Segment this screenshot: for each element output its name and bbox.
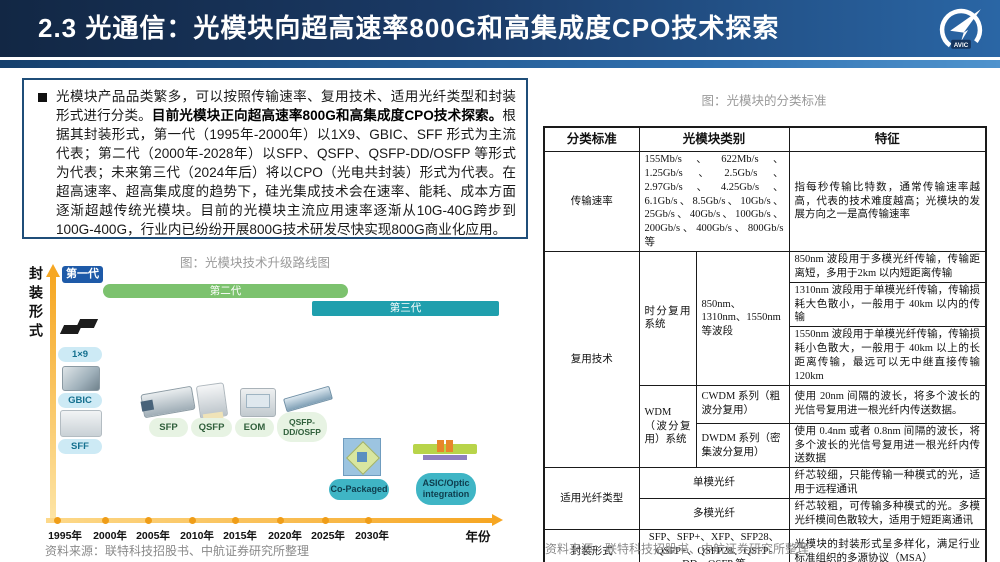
summary-text-bold: 目前光模块正向超高速率800G和高集成度CPO技术探索。 [151,108,503,123]
timeline-dot [189,517,196,524]
year-label: 2000年 [93,530,127,542]
year-label: 2020年 [268,530,302,542]
module-sfp-image [140,385,196,419]
cell-cwdm-feature: 使用 20nm 间隔的波长，将多个波长的光信号复用进一根光纤内传送数据。 [788,384,987,424]
cell-multi-feature: 纤芯较粗，可传输多种模式的光。多模光纤模间色散较大，适用于短距离通讯 [788,498,987,530]
x-axis-arrow-head [492,514,503,526]
year-label: 1995年 [48,530,82,542]
timeline-dot [365,517,372,524]
co-packaged-image [343,438,381,476]
summary-text-after: 根据其封装形式，第一代（1995年-2000年）以1X9、GBIC、SFF 形式… [56,108,516,237]
y-axis-arrow-head [46,264,60,277]
x-axis-label: 年份 [465,530,491,544]
summary-text-before: 光模块产品品类繁多，可以按照传输速率、复用技术、适用光纤类型和封装形式进行分类。 [56,89,516,123]
timeline-dot [322,517,329,524]
year-label: 2030年 [355,530,389,542]
bullet-square-icon [38,93,47,102]
avic-logo-text: AVIC [954,42,969,49]
cell-dwdm-feature: 使用 0.4nm 或者 0.8nm 间隔的波长，将多个波长的光信号复用进一根光纤… [788,422,987,469]
table-row: 传输速率 155Mb/s、622Mb/s、1.25Gb/s、2.5Gb/s、2.… [543,150,987,253]
table-row: 1550nm 波段用于单模光纤传输，传输损耗小色散大，一般用于 40km 以上的… [544,326,987,386]
cell-speed-name: 传输速率 [543,150,640,253]
cell-dwdm: DWDM 系列（密集波分复用） [695,422,790,469]
pill-qsfp: QSFP [191,418,232,437]
cell-package-feature: 光模块的封装形式呈多样化，满足行业标准组织的多源协议（MSA） [788,528,987,562]
header-accent-strip [0,60,1000,68]
pill-sff: SFF [58,439,102,454]
cell-cwdm: CWDM 系列（粗波分复用） [695,384,790,424]
cell-tdm-name: 时分复用系统 [638,251,697,386]
pill-co-packaged: Co-Packaged [329,479,389,500]
classification-table: 分类标准 光模块类别 特征 传输速率 155Mb/s、622Mb/s、1.25G… [543,126,988,562]
table-header-row: 分类标准 光模块类别 特征 [543,126,987,152]
avic-logo: AVIC [934,2,988,56]
generation-bar-1: 第一代 [62,266,103,283]
avic-logo-icon: AVIC [939,8,983,52]
header-module-type: 光模块类别 [638,126,790,152]
timeline-dot [232,517,239,524]
module-gbic-image [62,366,100,391]
page-title: 2.3 光通信：光模块向超高速率800G和高集成度CPO技术探索 [38,13,780,43]
y-axis-arrow [50,276,56,518]
year-label: 2005年 [136,530,170,542]
y-axis-label: 封装形式 [28,266,44,342]
cell-package-name: 封装形式 [543,528,640,562]
table-row: 适用光纤类型 单模光纤 纤芯较细，只能传输一种模式的光，适用于远程通讯 [543,467,987,530]
module-qsfp-image [195,382,229,422]
pill-gbic: GBIC [58,393,102,408]
cell-speed-feature: 指每秒传输比特数，通常传输速率越高，代表的技术难度越高；光模块的发展方向之一是高… [788,150,987,253]
table-title: 图：光模块的分类标准 [701,94,827,108]
pill-sfp: SFP [149,418,188,437]
cell-single-feature: 纤芯较细，只能传输一种模式的光，适用于远程通讯 [788,467,987,500]
year-label: 2025年 [311,530,345,542]
cell-tdm-850: 850nm 波段用于多模光纤传输，传输距离短，多用于2km 以内短距离传输 [788,251,987,283]
pill-asic-optic-integration: ASIC/Optic integration [416,473,476,505]
source-left: 资料来源：联特科技招股书、中航证券研究所整理 [45,544,310,558]
year-label: 2015年 [223,530,257,542]
cell-wdm-name: WDM（波分复用）系统 [638,384,697,469]
pill-eom: EOM [235,418,274,437]
header-classification: 分类标准 [543,126,640,152]
pill-qsfpdd-osfp: QSFP-DD/OSFP [277,412,327,442]
module-sff-image [60,410,102,437]
timeline-dot [54,517,61,524]
table-row: DWDM 系列（密集波分复用） 使用 0.4nm 或者 0.8nm 间隔的波长，… [544,422,987,469]
cell-fiber-name: 适用光纤类型 [543,467,640,530]
year-label: 2010年 [180,530,214,542]
cell-multi-fiber: 多模光纤 [638,498,790,530]
cell-package-types: SFP、SFP+、XFP、SFP28、QSFP+、QSFP28、QSFP-DD、… [638,528,790,562]
timeline-dot [102,517,109,524]
table-row: 1310nm 波段用于单模光纤传输，传输损耗大色散小，一般用于 40km 以内的… [544,281,987,328]
generation-bar-3: 第三代 [312,301,499,316]
module-1x9-image [59,319,102,345]
source-right: 资料来源：联特科技招股书、中航证券研究所整理 [545,542,810,556]
x-axis-line [46,518,492,523]
table-row: 多模光纤 纤芯较粗，可传输多种模式的光。多模光纤模间色散较大，适用于短距离通讯 [544,498,987,530]
cell-tdm-1550: 1550nm 波段用于单模光纤传输，传输损耗小色散大，一般用于 40km 以上的… [788,326,987,386]
header-feature: 特征 [788,126,987,152]
roadmap-title: 图：光模块技术升级路线图 [179,256,330,270]
cell-tdm-band: 850nm、1310nm、1550nm 等波段 [695,251,790,386]
cell-single-fiber: 单模光纤 [638,467,790,500]
cell-mux-name: 复用技术 [543,251,640,469]
summary-text: 光模块产品品类繁多，可以按照传输速率、复用技术、适用光纤类型和封装形式进行分类。… [56,87,516,237]
table-row: 封装形式 SFP、SFP+、XFP、SFP28、QSFP+、QSFP28、QSF… [543,528,987,562]
module-eom-image [240,388,276,417]
summary-box: 光模块产品品类繁多，可以按照传输速率、复用技术、适用光纤类型和封装形式进行分类。… [22,78,528,239]
pill-1x9: 1×9 [58,347,102,362]
generation-bar-2: 第二代 [103,284,348,298]
timeline-dot [145,517,152,524]
module-qsfpdd-image [283,385,333,413]
asic-optic-image [413,440,477,460]
timeline-dot [277,517,284,524]
table-row: 复用技术 时分复用系统 850nm、1310nm、1550nm 等波段 850n… [543,251,987,469]
cell-speed-types: 155Mb/s、622Mb/s、1.25Gb/s、2.5Gb/s、2.97Gb/… [638,150,790,253]
header-bar: 2.3 光通信：光模块向超高速率800G和高集成度CPO技术探索 AVIC [0,0,1000,57]
cell-tdm-1310: 1310nm 波段用于单模光纤传输，传输损耗大色散小，一般用于 40km 以内的… [788,281,987,328]
table-row: WDM（波分复用）系统 CWDM 系列（粗波分复用） 使用 20nm 间隔的波长… [544,384,987,469]
